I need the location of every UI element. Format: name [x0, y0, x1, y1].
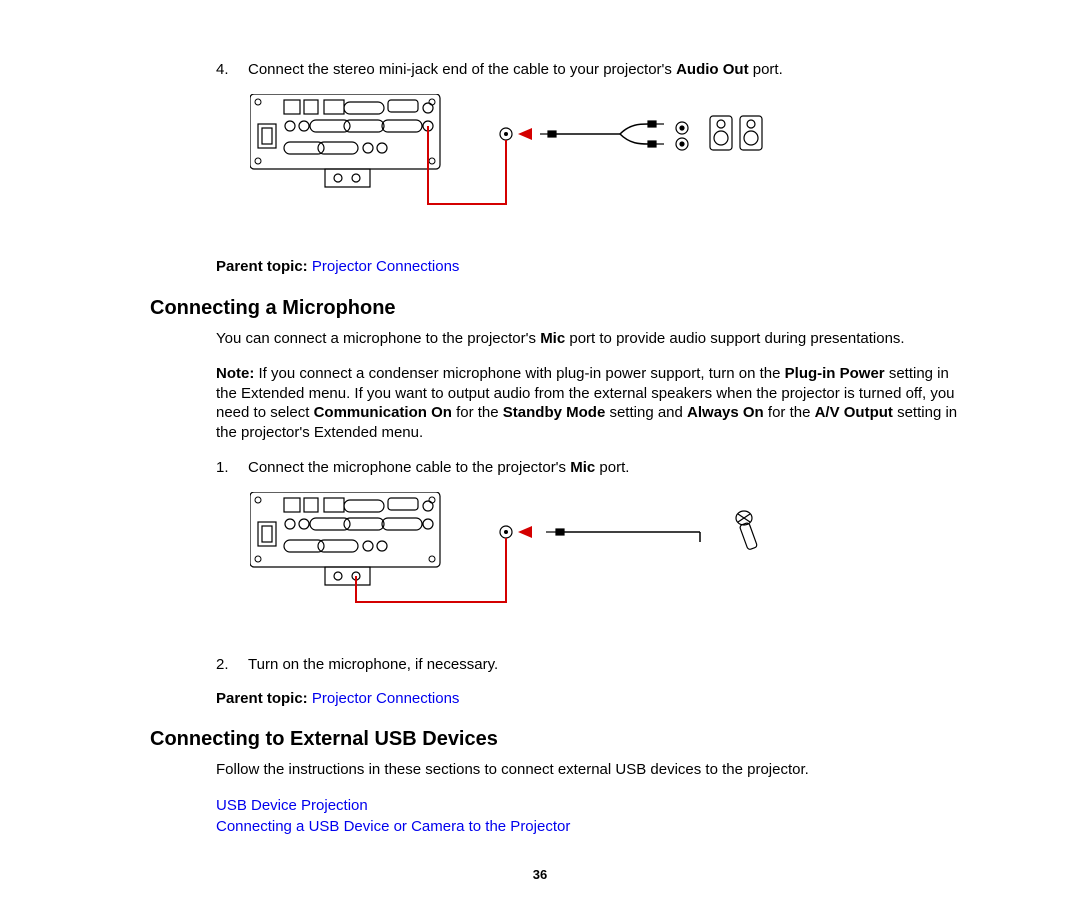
step4-text: Connect the stereo mini-jack end of the …	[248, 60, 960, 80]
mic-step1-num: 1.	[216, 458, 248, 478]
figure-mic	[250, 492, 960, 638]
step4-a: Connect the stereo mini-jack end of the …	[248, 61, 676, 78]
mic-intro: You can connect a microphone to the proj…	[216, 329, 960, 349]
usb-link-2[interactable]: Connecting a USB Device or Camera to the…	[216, 818, 570, 835]
note-label: Note:	[216, 365, 254, 382]
mic-intro-c: port to provide audio support during pre…	[565, 330, 904, 347]
mic-step-2: 2. Turn on the microphone, if necessary.	[216, 655, 960, 675]
mic-step1-text: Connect the microphone cable to the proj…	[248, 458, 960, 478]
parent-topic-link[interactable]: Projector Connections	[312, 258, 460, 275]
section-mic-heading: Connecting a Microphone	[150, 295, 960, 321]
section-usb-heading: Connecting to External USB Devices	[150, 726, 960, 752]
mic-intro-b: Mic	[540, 330, 565, 347]
step4-num: 4.	[216, 60, 248, 80]
usb-links: USB Device Projection Connecting a USB D…	[216, 796, 960, 837]
mic-step2-text: Turn on the microphone, if necessary.	[248, 655, 960, 675]
step4-c: port.	[749, 61, 783, 78]
parent-topic-link-2[interactable]: Projector Connections	[312, 690, 460, 707]
step4-b: Audio Out	[676, 61, 748, 78]
usb-link-1[interactable]: USB Device Projection	[216, 797, 368, 814]
step-4: 4. Connect the stereo mini-jack end of t…	[216, 60, 960, 80]
parent-topic-label-2: Parent topic:	[216, 690, 312, 707]
mic-intro-a: You can connect a microphone to the proj…	[216, 330, 540, 347]
mic-note: Note: If you connect a condenser microph…	[216, 364, 960, 442]
page-number: 36	[120, 867, 960, 884]
figure-audio-out	[250, 94, 960, 240]
mic-step2-num: 2.	[216, 655, 248, 675]
usb-intro: Follow the instructions in these section…	[216, 760, 960, 780]
parent-topic-1: Parent topic: Projector Connections	[216, 257, 960, 277]
mic-step-1: 1. Connect the microphone cable to the p…	[216, 458, 960, 478]
parent-topic-label: Parent topic:	[216, 258, 312, 275]
parent-topic-2: Parent topic: Projector Connections	[216, 689, 960, 709]
